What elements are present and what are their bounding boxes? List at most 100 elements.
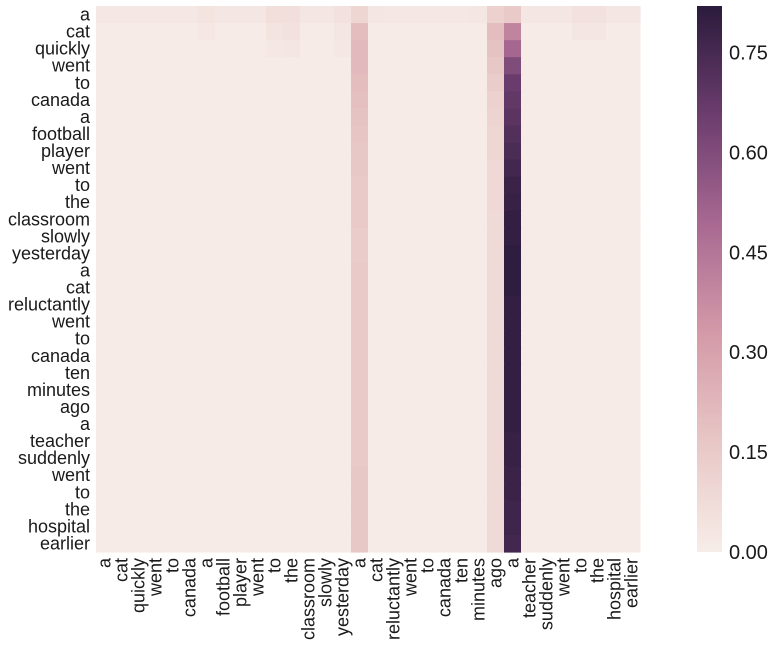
heatmap-cell <box>402 313 420 331</box>
heatmap-cell <box>198 91 216 109</box>
heatmap-cell <box>351 313 369 331</box>
heatmap-cell <box>147 347 165 365</box>
heatmap-cell <box>402 40 420 58</box>
heatmap-cell <box>521 23 539 41</box>
heatmap-cell <box>453 159 471 178</box>
x-tick-label: yesterday <box>333 558 353 636</box>
heatmap-cell <box>164 227 182 246</box>
heatmap-cell <box>623 74 641 92</box>
heatmap-cell <box>538 159 556 178</box>
heatmap-cell <box>249 347 267 365</box>
heatmap-cell <box>96 244 114 263</box>
heatmap-cell <box>300 142 318 161</box>
heatmap-cell <box>198 364 216 382</box>
heatmap-cell <box>419 466 437 485</box>
heatmap-cell <box>572 313 590 331</box>
heatmap-cell <box>232 466 250 485</box>
x-tick-label: canada <box>435 557 455 617</box>
heatmap-cell <box>266 108 284 127</box>
heatmap-cell <box>232 210 250 229</box>
heatmap-cell <box>96 398 114 417</box>
heatmap-cell <box>113 534 131 553</box>
y-tick-label: reluctantly <box>8 295 90 315</box>
heatmap-cell <box>453 432 471 451</box>
heatmap-cell <box>130 40 148 58</box>
heatmap-cell <box>181 483 199 502</box>
heatmap-cell <box>623 500 641 519</box>
heatmap-cell <box>589 466 607 485</box>
y-tick-label: quickly <box>35 39 90 59</box>
heatmap-cell <box>368 210 386 229</box>
x-tick-label: cat <box>367 558 387 582</box>
heatmap-cell <box>113 296 131 314</box>
heatmap-cell <box>181 193 199 212</box>
heatmap-cell <box>215 91 233 109</box>
heatmap-cell <box>470 500 488 519</box>
heatmap-cell <box>470 244 488 263</box>
heatmap-cell <box>606 279 624 297</box>
heatmap-cell <box>198 23 216 41</box>
heatmap-cell <box>232 534 250 553</box>
heatmap-cell <box>334 210 352 229</box>
heatmap-cell <box>147 534 165 553</box>
heatmap-cell <box>589 6 607 24</box>
heatmap-cell <box>164 23 182 41</box>
heatmap-cell <box>538 517 556 536</box>
heatmap-cell <box>436 142 454 161</box>
heatmap-cell <box>351 142 369 161</box>
x-tick-label: went <box>401 558 421 597</box>
heatmap-cell <box>249 279 267 297</box>
heatmap-cell <box>436 534 454 553</box>
heatmap-cell <box>436 483 454 502</box>
heatmap-cell <box>266 23 284 41</box>
heatmap-cell <box>266 483 284 502</box>
heatmap-cell <box>521 125 539 144</box>
heatmap-cell <box>368 483 386 502</box>
x-tick-label: earlier <box>622 558 642 608</box>
heatmap-cell <box>538 432 556 451</box>
heatmap-cell <box>249 6 267 24</box>
heatmap-cell <box>555 534 573 553</box>
x-tick-label: suddenly <box>537 558 557 630</box>
heatmap-cell <box>300 296 318 314</box>
heatmap-cell <box>249 125 267 144</box>
heatmap-cell <box>470 227 488 246</box>
heatmap-cell <box>266 432 284 451</box>
heatmap-cell <box>538 364 556 382</box>
heatmap-cell <box>181 381 199 400</box>
heatmap-cell <box>555 6 573 24</box>
heatmap-cell <box>436 449 454 468</box>
heatmap-cell <box>317 466 335 485</box>
heatmap-cell <box>470 74 488 92</box>
heatmap-cell <box>589 108 607 127</box>
heatmap-cell <box>232 313 250 331</box>
heatmap-cell <box>164 500 182 519</box>
heatmap-cell <box>385 449 403 468</box>
heatmap-cell <box>572 432 590 451</box>
heatmap-cell <box>181 108 199 127</box>
heatmap-cell <box>487 142 505 161</box>
heatmap-cell <box>419 296 437 314</box>
heatmap-cell <box>555 415 573 434</box>
heatmap-cell <box>215 381 233 400</box>
heatmap-cell <box>147 176 165 195</box>
heatmap-cell <box>436 23 454 41</box>
heatmap-cell <box>232 296 250 314</box>
heatmap-cell <box>266 91 284 109</box>
heatmap-cell <box>334 534 352 553</box>
heatmap-cell <box>147 398 165 417</box>
heatmap-cell <box>215 330 233 348</box>
heatmap-cell <box>113 364 131 382</box>
heatmap-cell <box>419 483 437 502</box>
heatmap-cell <box>334 23 352 41</box>
heatmap-cell <box>368 449 386 468</box>
heatmap-cell <box>249 142 267 161</box>
heatmap-cell <box>504 244 522 263</box>
heatmap-cell <box>504 398 522 417</box>
heatmap-cell <box>113 125 131 144</box>
heatmap-cell <box>453 415 471 434</box>
heatmap-cell <box>555 466 573 485</box>
heatmap-cell <box>96 159 114 178</box>
heatmap-cell <box>623 125 641 144</box>
heatmap-cell <box>419 415 437 434</box>
